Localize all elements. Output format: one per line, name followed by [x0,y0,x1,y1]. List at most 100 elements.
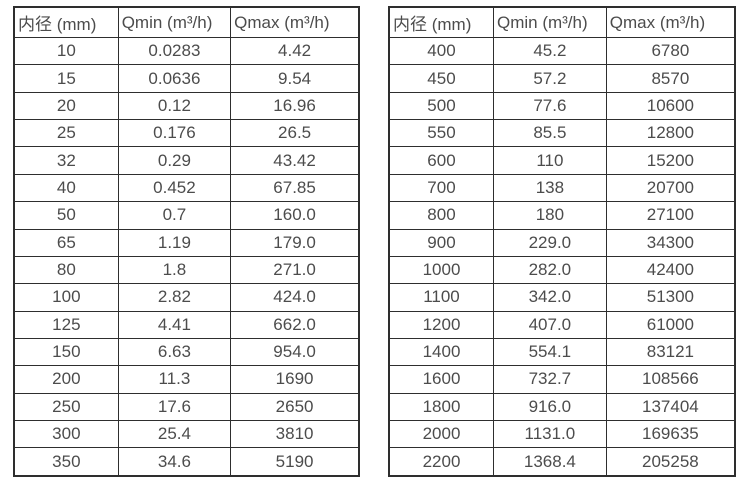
flow-table-large-diameters: 内径 (mm) Qmin (m³/h) Qmax (m³/h) 400 45.2 6… [388,6,736,477]
table-row: 400 45.2 6780 [388,36,736,66]
table-cell: 77.6 [492,91,607,121]
table-cell: 50 [13,201,119,230]
table-cell: 15 [13,64,119,93]
table-row: 800 180 27100 [388,201,736,230]
table-row: 10 0.0283 4.42 [13,36,360,66]
table-cell: 400 [388,36,494,66]
table-cell: 900 [388,228,494,257]
table-row: 50 0.7 160.0 [13,201,360,230]
table-cell: 108566 [605,365,736,394]
table-row: 100 2.82 424.0 [13,283,360,312]
table-cell: 1200 [388,310,494,339]
table-cell: 5190 [230,447,360,477]
table-cell: 800 [388,201,494,230]
table-cell: 0.0283 [117,36,232,66]
table-row: 1400 554.1 83121 [388,337,736,367]
table-row: 700 138 20700 [388,173,736,203]
table-cell: 10600 [605,91,736,121]
table-cell: 282.0 [492,255,607,285]
table-cell: 125 [13,310,119,339]
table-row: 900 229.0 34300 [388,228,736,257]
table-cell: 137404 [605,392,736,422]
table-cell: 600 [388,146,494,175]
table-cell: 424.0 [230,283,360,312]
table-header: 内径 (mm) Qmin (m³/h) Qmax (m³/h) [388,6,736,38]
header-cell-qmax: Qmax (m³/h) [230,6,360,38]
table-cell: 20700 [605,173,736,203]
table-cell: 300 [13,420,119,449]
table-cell: 1100 [388,283,494,312]
table-row: 350 34.6 5190 [13,447,360,477]
table-cell: 169635 [605,420,736,449]
table-cell: 700 [388,173,494,203]
table-cell: 342.0 [492,283,607,312]
table-cell: 85.5 [492,119,607,148]
table-row: 80 1.8 271.0 [13,255,360,285]
table-row: 300 25.4 3810 [13,420,360,449]
table-cell: 1600 [388,365,494,394]
table-cell: 2650 [230,392,360,422]
table-cell: 2000 [388,420,494,449]
table-cell: 26.5 [230,119,360,148]
table-cell: 138 [492,173,607,203]
table-cell: 1800 [388,392,494,422]
table-cell: 554.1 [492,337,607,367]
table-cell: 1.19 [117,228,232,257]
table-cell: 0.452 [117,173,232,203]
table-cell: 0.12 [117,91,232,121]
table-cell: 100 [13,283,119,312]
table-cell: 500 [388,91,494,121]
flow-table-small-diameters: 内径 (mm) Qmin (m³/h) Qmax (m³/h) 10 0.0283… [13,6,360,477]
table-cell: 80 [13,255,119,285]
table-row: 600 110 15200 [388,146,736,175]
table-cell: 27100 [605,201,736,230]
table-cell: 205258 [605,447,736,477]
table-cell: 2200 [388,447,494,477]
table-cell: 61000 [605,310,736,339]
table-cell: 200 [13,365,119,394]
table-cell: 4.42 [230,36,360,66]
table-cell: 1131.0 [492,420,607,449]
table-cell: 954.0 [230,337,360,367]
table-row: 15 0.0636 9.54 [13,64,360,93]
header-row: 内径 (mm) Qmin (m³/h) Qmax (m³/h) [388,6,736,38]
table-cell: 0.29 [117,146,232,175]
table-cell: 16.96 [230,91,360,121]
table-cell: 271.0 [230,255,360,285]
table-row: 125 4.41 662.0 [13,310,360,339]
table-cell: 40 [13,173,119,203]
table-cell: 11.3 [117,365,232,394]
table-cell: 3810 [230,420,360,449]
table-row: 2000 1131.0 169635 [388,420,736,449]
table-cell: 1368.4 [492,447,607,477]
table-cell: 42400 [605,255,736,285]
table-cell: 732.7 [492,365,607,394]
table-cell: 160.0 [230,201,360,230]
table-row: 25 0.176 26.5 [13,119,360,148]
table-cell: 0.176 [117,119,232,148]
table-cell: 407.0 [492,310,607,339]
header-cell-diameter: 内径 (mm) [388,6,494,38]
table-cell: 229.0 [492,228,607,257]
table-cell: 45.2 [492,36,607,66]
table-row: 150 6.63 954.0 [13,337,360,367]
header-row: 内径 (mm) Qmin (m³/h) Qmax (m³/h) [13,6,360,38]
table-row: 250 17.6 2650 [13,392,360,422]
table-row: 1000 282.0 42400 [388,255,736,285]
table-cell: 25 [13,119,119,148]
table-cell: 150 [13,337,119,367]
table-row: 1800 916.0 137404 [388,392,736,422]
table-cell: 51300 [605,283,736,312]
table-cell: 179.0 [230,228,360,257]
table-cell: 10 [13,36,119,66]
table-row: 40 0.452 67.85 [13,173,360,203]
table-row: 450 57.2 8570 [388,64,736,93]
table-cell: 25.4 [117,420,232,449]
header-cell-diameter: 内径 (mm) [13,6,119,38]
table-cell: 43.42 [230,146,360,175]
table-cell: 34.6 [117,447,232,477]
table-row: 65 1.19 179.0 [13,228,360,257]
header-cell-qmin: Qmin (m³/h) [117,6,232,38]
table-cell: 662.0 [230,310,360,339]
